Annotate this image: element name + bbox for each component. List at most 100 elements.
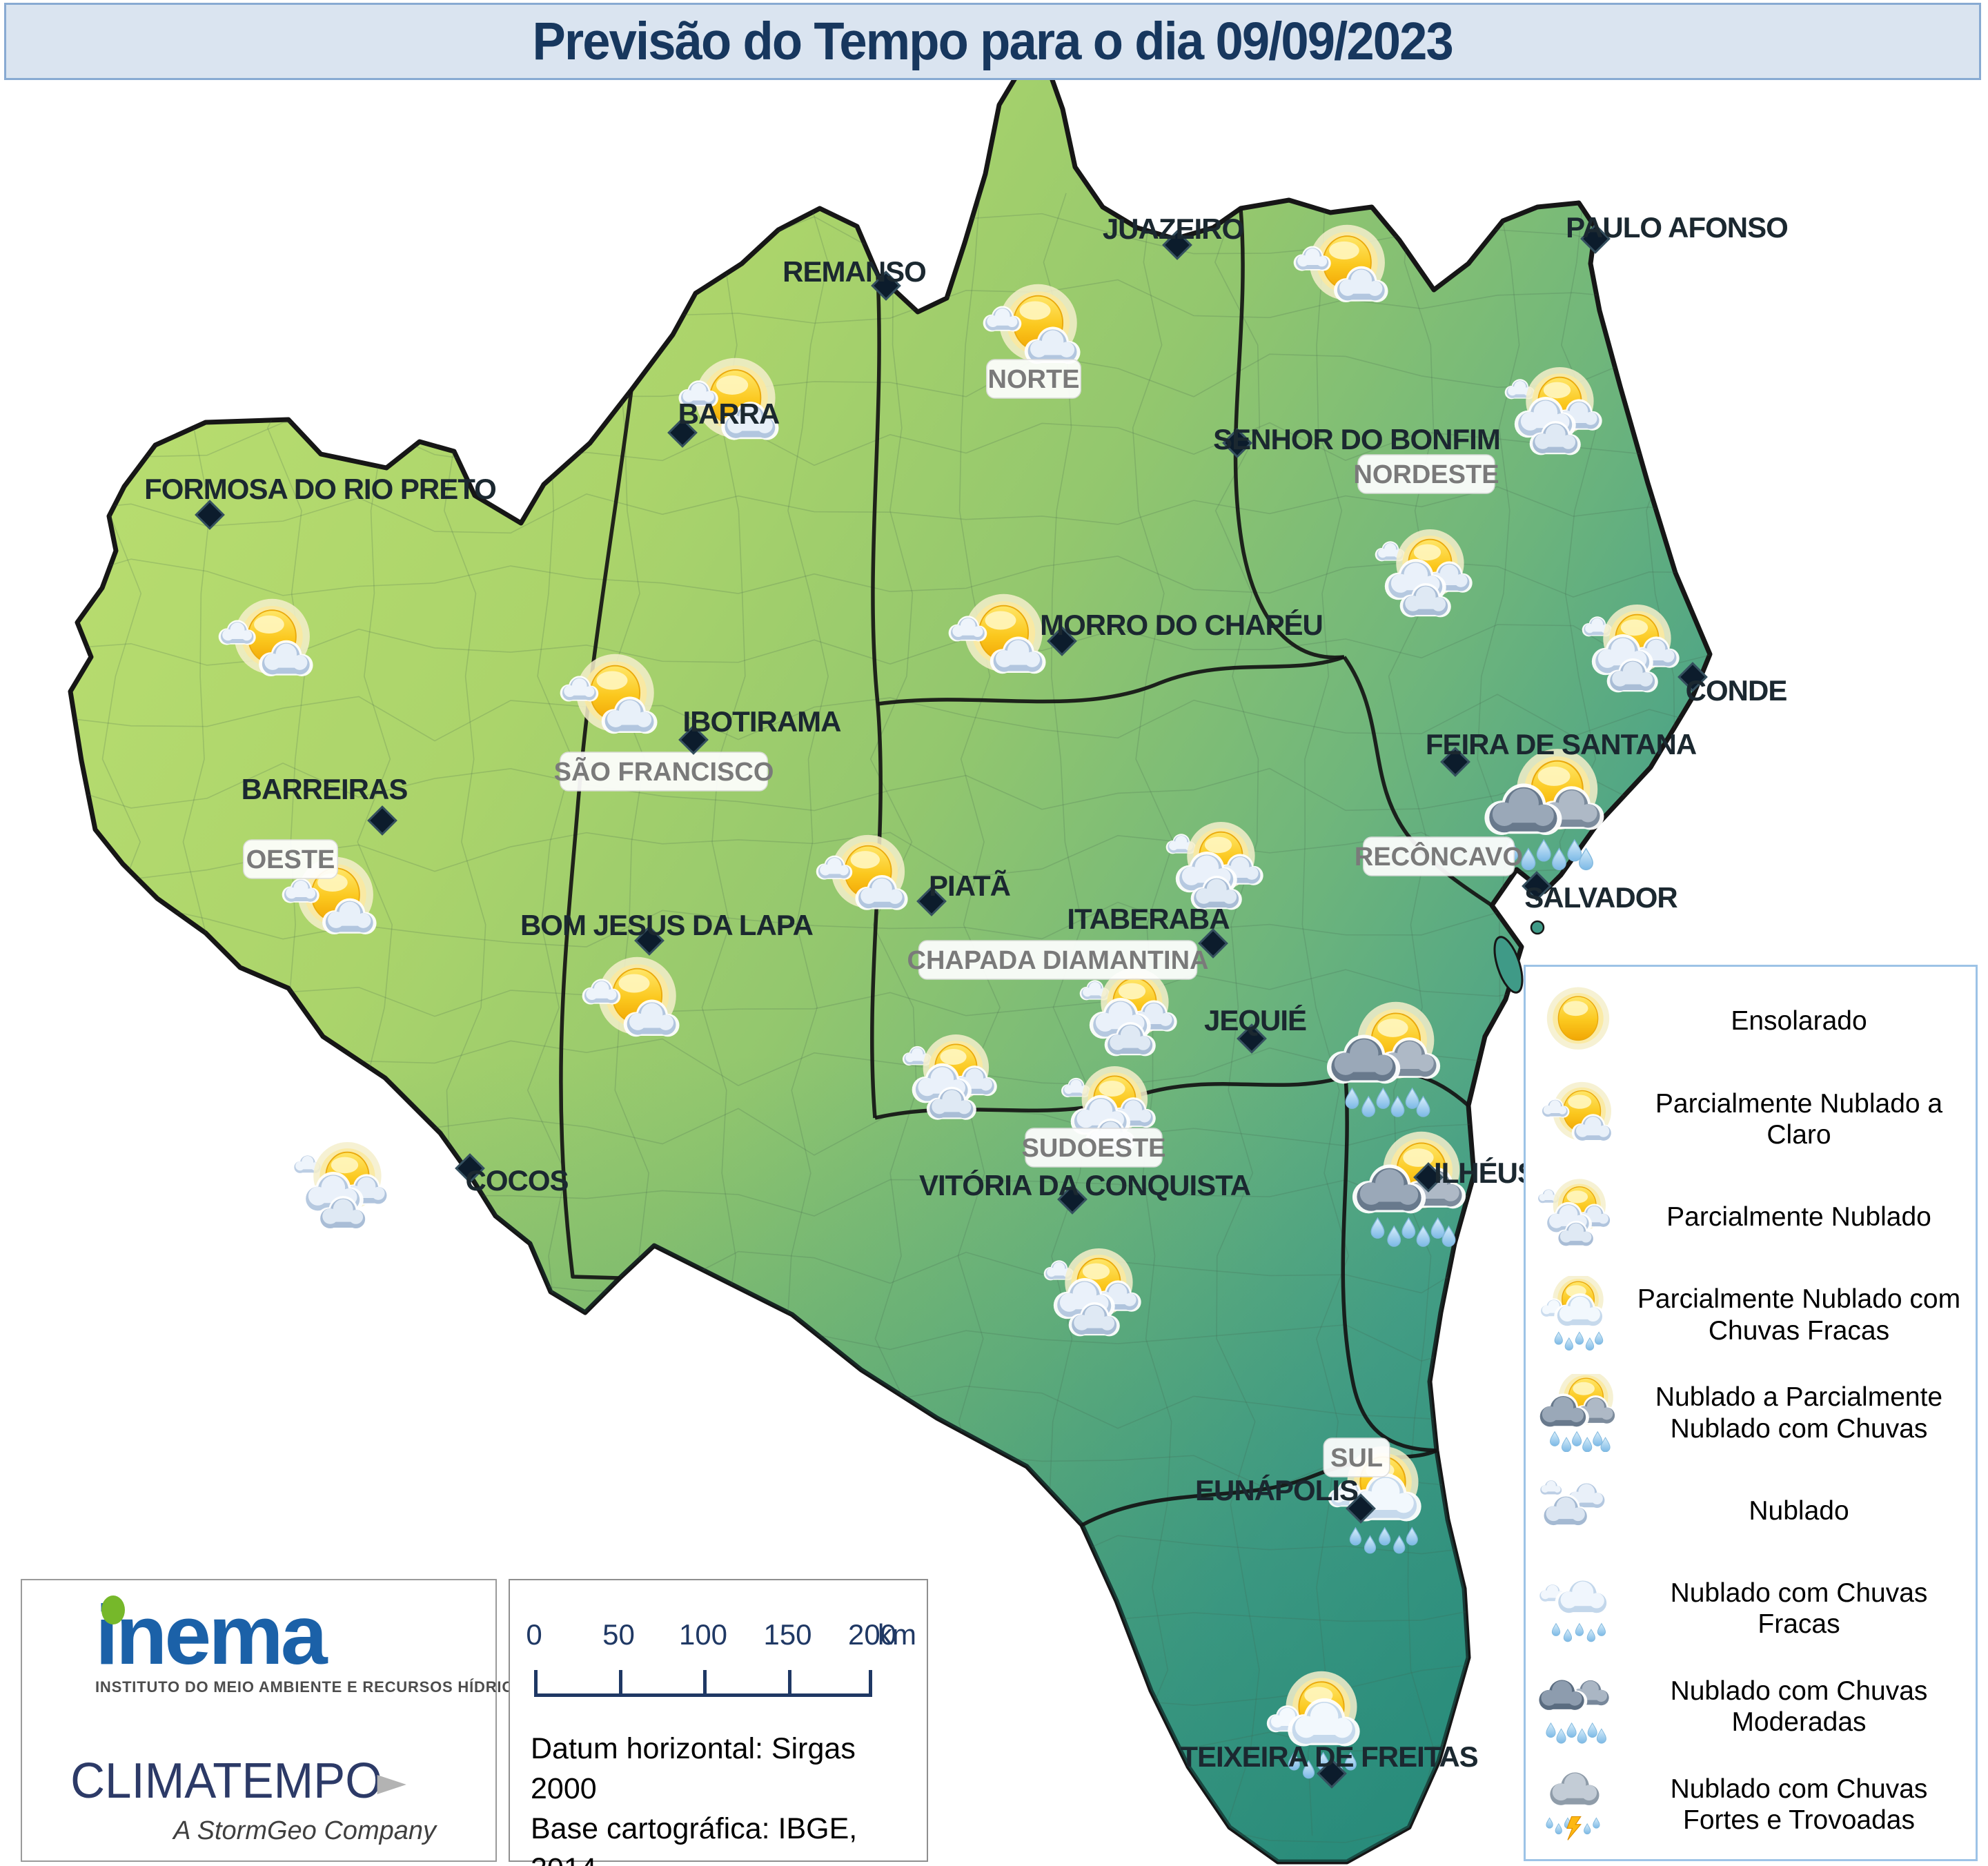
legend-icon-nublado <box>1530 1472 1626 1550</box>
inema-green-dot-icon <box>101 1595 125 1624</box>
city-salvador: SALVADOR <box>1522 871 1678 914</box>
city-ibotirama: IBOTIRAMA <box>678 705 842 755</box>
weather-icon-parcial_claro <box>218 598 313 677</box>
legend-item-ensolarado: Ensolarado <box>1530 972 1971 1070</box>
svg-text:SUL: SUL <box>1330 1444 1383 1473</box>
city-label-conde: CONDE <box>1686 674 1787 707</box>
scalebar-tick-100: 100 <box>678 1618 728 1651</box>
city-morro-do-chapeu: MORRO DO CHAPÉU <box>1040 609 1323 656</box>
climatempo-arrow-icon <box>377 1774 406 1794</box>
scalebar-tick-50: 50 <box>602 1618 635 1651</box>
legend-label-parcial_claro: Parcialmente Nublado a Claro <box>1655 1088 1943 1150</box>
region-label-nordeste: NORDESTE <box>1353 454 1499 494</box>
city-label-cocos: COCOS <box>465 1164 568 1197</box>
region-label-oeste: OESTE <box>243 839 338 879</box>
region-label-sudoeste: SUDOESTE <box>1021 1128 1166 1168</box>
city-marker-cocos <box>455 1153 485 1184</box>
legend-label-nublado_chuva_fraca: Nublado com Chuvas Fracas <box>1670 1578 1928 1640</box>
city-paulo-afonso: PAULO AFONSO <box>1566 211 1789 254</box>
legend-icon-nublado_chuva_fraca <box>1530 1570 1626 1648</box>
svg-text:RECÔNCAVO: RECÔNCAVO <box>1355 841 1523 872</box>
scalebar-ruler <box>534 1670 873 1697</box>
scalebar-unit: km <box>878 1618 916 1651</box>
svg-text:SÃO FRANCISCO: SÃO FRANCISCO <box>554 756 774 787</box>
inema-subtitle: INSTITUTO DO MEIO AMBIENTE E RECURSOS HÍ… <box>95 1678 537 1696</box>
legend-label-nublado_parcial_chuva: Nublado a Parcialmente Nublado com Chuva… <box>1655 1382 1943 1444</box>
title-bar: Previsão do Tempo para o dia 09/09/2023 <box>4 3 1981 80</box>
legend-icon-nublado_chuva_forte_trovoada <box>1530 1766 1626 1844</box>
city-marker-senhor-do-bonfim <box>1222 428 1252 458</box>
region-label-chapada-diamantina: CHAPADA DIAMANTINA <box>907 940 1208 980</box>
city-conde: CONDE <box>1677 662 1787 707</box>
weather-icon-parcial_claro <box>816 834 908 910</box>
city-remanso: REMANSO <box>783 255 927 301</box>
legend-icon-parcial_chuva_fraca <box>1530 1276 1626 1354</box>
city-label-paulo-afonso: PAULO AFONSO <box>1566 211 1788 244</box>
legend-icon-nublado_chuva_moderada <box>1530 1668 1626 1746</box>
bay-island <box>1493 936 1524 994</box>
legend-item-parcial_claro: Parcialmente Nublado a Claro <box>1530 1070 1971 1168</box>
region-label-sul: SUL <box>1323 1437 1390 1477</box>
weather-icon-parcial_claro <box>1293 224 1388 303</box>
svg-text:SUDOESTE: SUDOESTE <box>1021 1134 1165 1163</box>
city-marker-paulo-afonso <box>1580 224 1611 254</box>
page-title: Previsão do Tempo para o dia 09/09/2023 <box>532 11 1454 71</box>
region-label-sao-francisco: SÃO FRANCISCO <box>554 752 774 792</box>
stormgeo-subtitle: A StormGeo Company <box>173 1816 436 1845</box>
legend-icon-ensolarado <box>1530 982 1626 1060</box>
city-bom-jesus-da-lapa: BOM JESUS DA LAPA <box>520 909 814 956</box>
city-label-bom-jesus-da-lapa: BOM JESUS DA LAPA <box>520 909 814 941</box>
legend-item-parcial_chuva_fraca: Parcialmente Nublado com Chuvas Fracas <box>1530 1266 1971 1364</box>
svg-text:OESTE: OESTE <box>246 845 335 874</box>
city-marker-eunapolis <box>1346 1493 1376 1524</box>
city-formosa-do-rio-preto: FORMOSA DO RIO PRETO <box>144 473 497 530</box>
city-label-barra: BARRA <box>678 397 780 430</box>
city-label-salvador: SALVADOR <box>1524 881 1677 914</box>
city-label-remanso: REMANSO <box>783 255 926 288</box>
legend-icon-parcial_claro <box>1530 1080 1626 1158</box>
city-marker-ibotirama <box>678 725 709 755</box>
weather-icon-parcial_nublado <box>1079 968 1177 1057</box>
weather-icon-parcial_chuva_fraca <box>1266 1671 1360 1779</box>
weather-icon-parcial_nublado <box>1582 604 1680 693</box>
scalebar-box: 0 50 100 150 200 km Datum horizontal: Si… <box>509 1579 928 1866</box>
legend-item-nublado_chuva_forte_trovoada: Nublado com Chuvas Fortes e Trovoadas <box>1530 1756 1971 1854</box>
city-barra: BARRA <box>667 397 780 448</box>
legend-icon-parcial_nublado <box>1530 1178 1626 1256</box>
city-marker-morro-do-chapeu <box>1047 626 1077 656</box>
city-label-morro-do-chapeu: MORRO DO CHAPÉU <box>1040 609 1323 641</box>
datum-line: Base cartográfica: IBGE, 2014. <box>531 1812 858 1866</box>
city-label-eunapolis: EUNÁPOLIS <box>1195 1474 1358 1506</box>
city-label-senhor-do-bonfim: SENHOR DO BONFIM <box>1213 423 1500 455</box>
city-marker-juazeiro <box>1162 230 1192 260</box>
city-itaberaba: ITABERABA <box>1067 903 1230 959</box>
city-teixeira-de-freitas: TEIXEIRA DE FREITAS <box>1180 1740 1479 1789</box>
city-ilheus: ILHÉUS <box>1413 1157 1537 1192</box>
svg-text:NORDESTE: NORDESTE <box>1353 460 1499 489</box>
legend-box: Ensolarado Parcialmente Nublado a Claro … <box>1524 965 1978 1861</box>
legend-item-nublado_chuva_moderada: Nublado com Chuvas Moderadas <box>1530 1658 1971 1756</box>
city-barreiras: BARREIRAS <box>242 773 408 836</box>
city-label-piata: PIATÃ <box>929 870 1011 902</box>
legend-label-nublado_chuva_moderada: Nublado com Chuvas Moderadas <box>1670 1676 1928 1738</box>
city-label-barreiras: BARREIRAS <box>242 773 408 805</box>
scalebar-tick-200: 200 <box>847 1618 897 1651</box>
weather-icon-parcial_nublado <box>1165 821 1263 910</box>
city-marker-vitoria-da-conquista <box>1057 1184 1088 1215</box>
inema-wordmark: inema <box>95 1588 328 1682</box>
city-label-juazeiro: JUAZEIRO <box>1103 213 1243 245</box>
weather-icon-nublado_parcial_chuva <box>1326 1001 1441 1117</box>
legend-label-nublado_chuva_forte_trovoada: Nublado com Chuvas Fortes e Trovoadas <box>1670 1774 1928 1836</box>
legend-label-parcial_nublado: Parcialmente Nublado <box>1666 1202 1931 1232</box>
weather-icon-parcial_nublado <box>1043 1248 1141 1337</box>
city-marker-conde <box>1677 662 1708 692</box>
city-label-formosa-do-rio-preto: FORMOSA DO RIO PRETO <box>144 473 496 505</box>
scalebar-tick-150: 150 <box>763 1618 812 1651</box>
city-marker-bom-jesus-da-lapa <box>634 925 665 956</box>
weather-icon-parcial_claro <box>678 357 779 440</box>
city-cocos: COCOS <box>455 1153 569 1197</box>
weather-icon-parcial_claro <box>582 956 680 1037</box>
weather-icon-parcial_nublado <box>292 1141 390 1230</box>
scalebar-tick-labels: 0 50 100 150 200 <box>526 1618 896 1653</box>
city-senhor-do-bonfim: SENHOR DO BONFIM <box>1213 423 1501 458</box>
